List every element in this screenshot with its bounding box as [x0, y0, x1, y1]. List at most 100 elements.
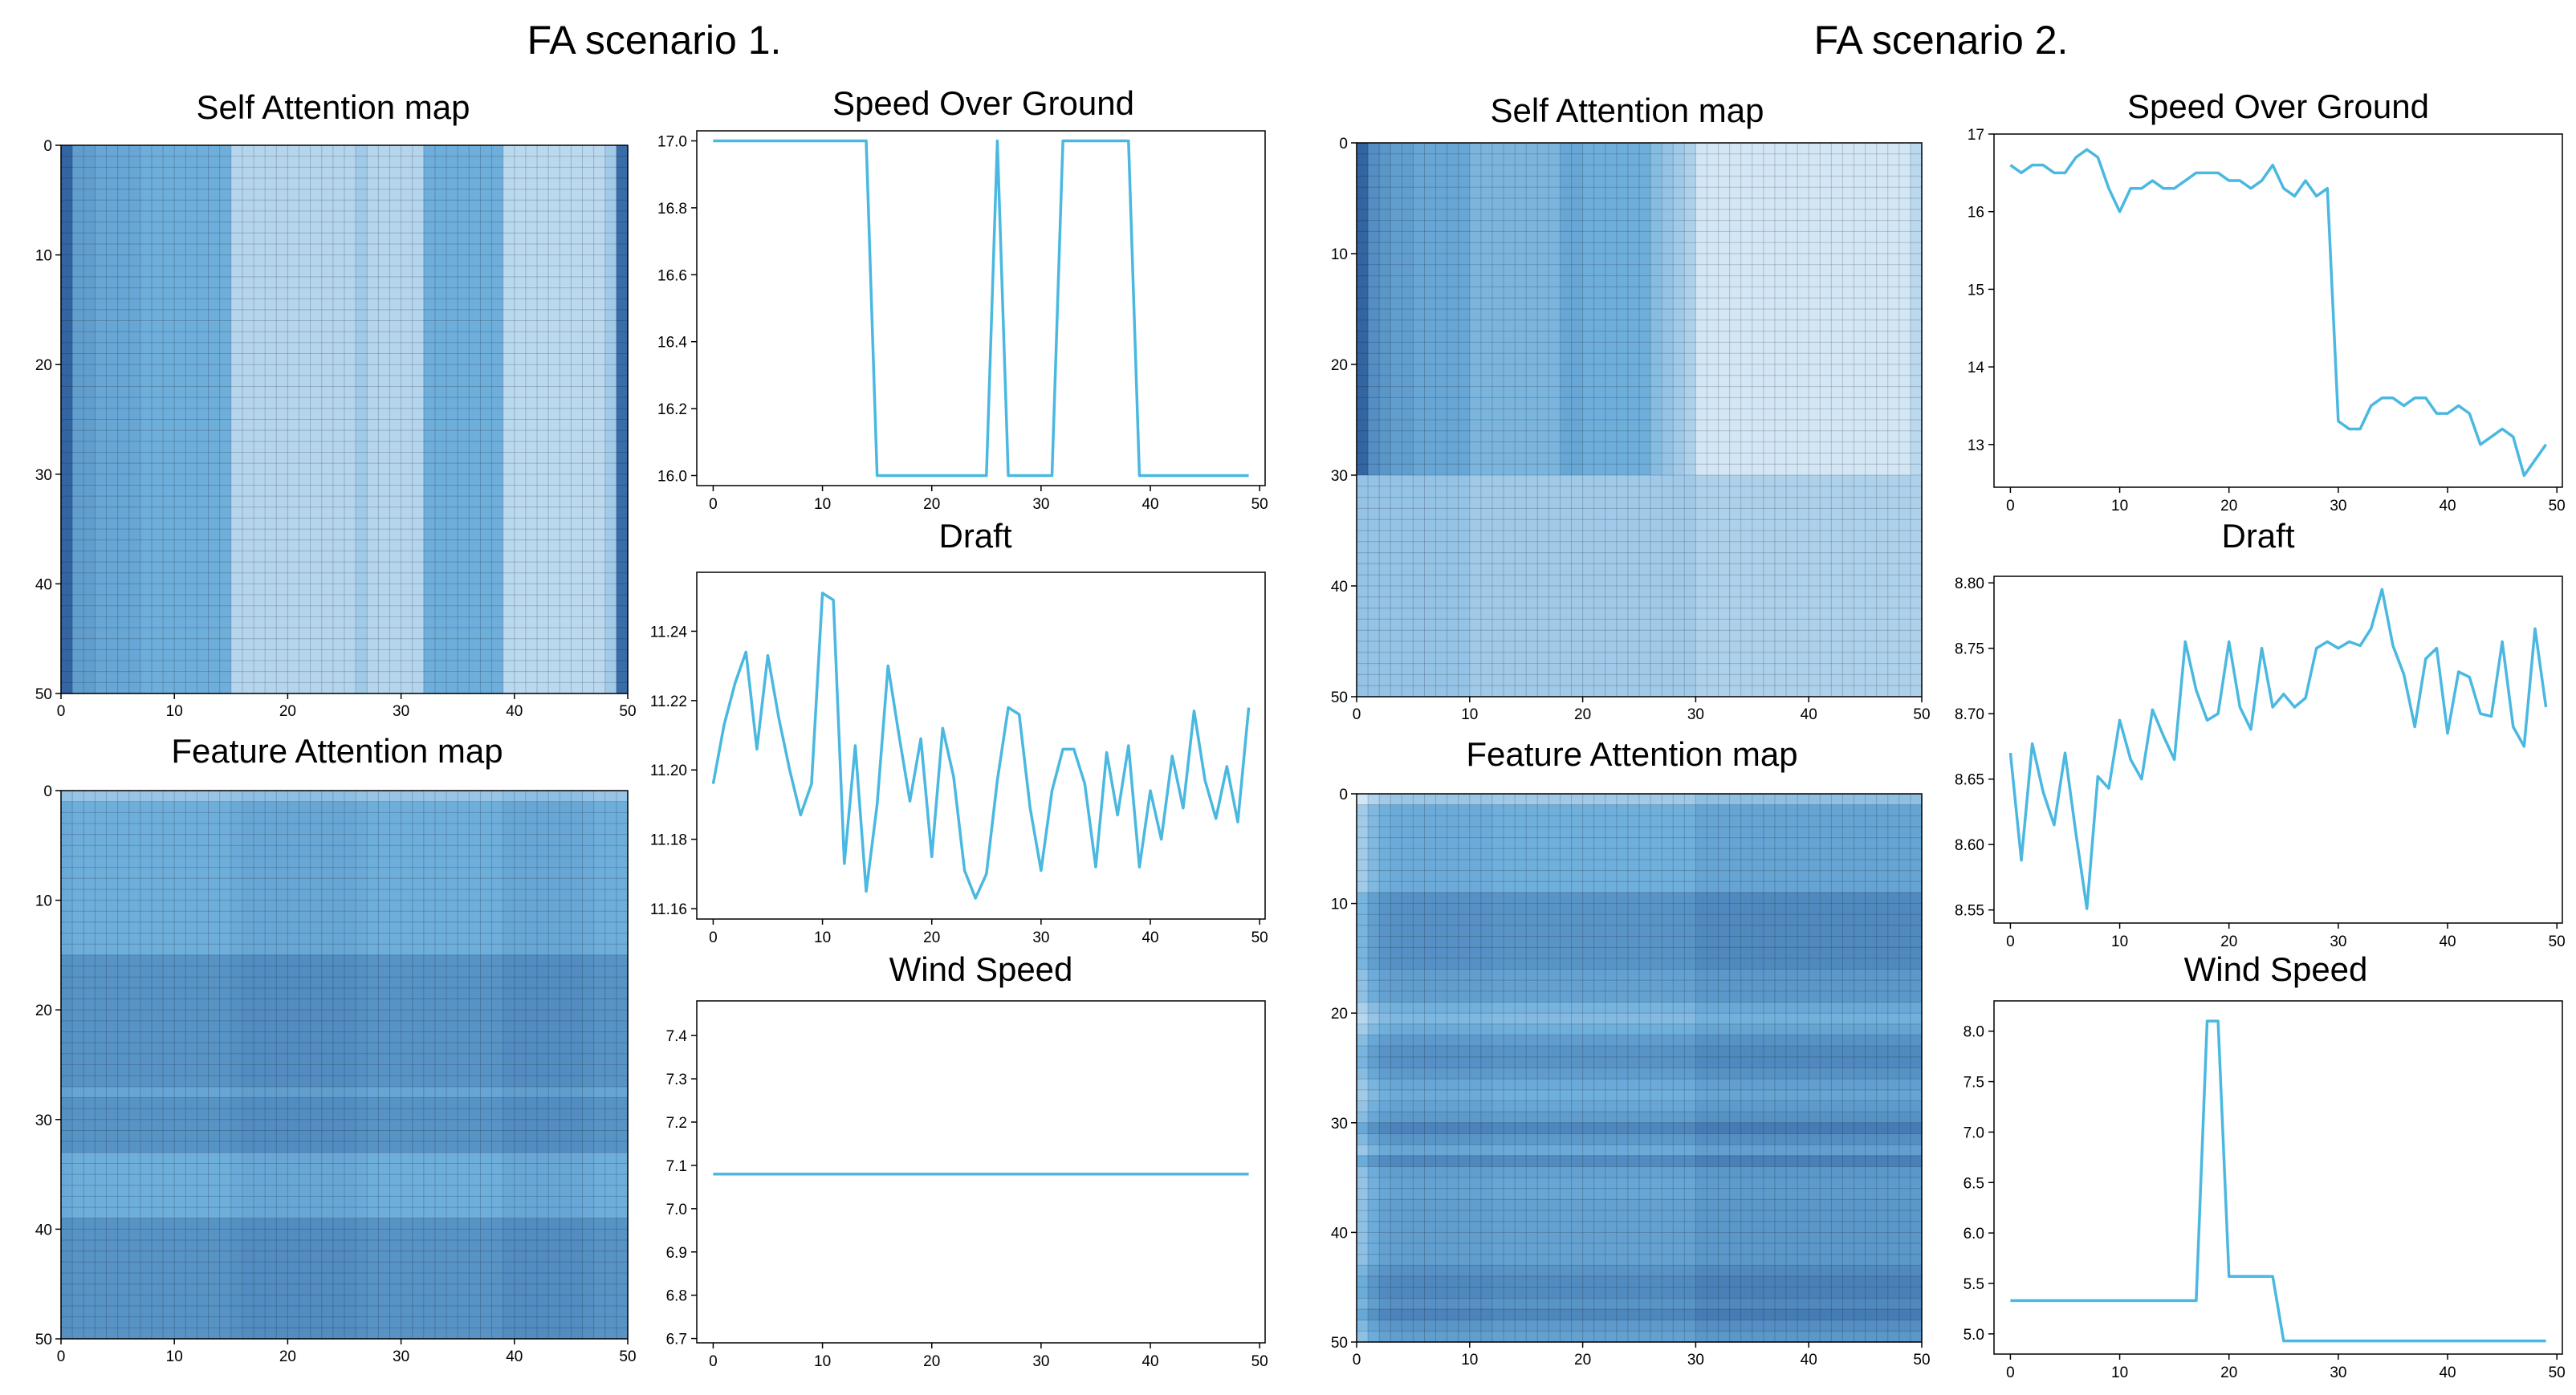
heatmap-cell [593, 539, 606, 552]
heatmap-cell [83, 823, 96, 836]
heatmap-cell [106, 856, 119, 868]
heatmap-cell [95, 987, 108, 1000]
heatmap-cell [356, 911, 368, 923]
heatmap-cell [332, 222, 345, 234]
heatmap-cell [344, 977, 356, 989]
heatmap-cell [344, 572, 356, 584]
heatmap-cell [378, 1295, 391, 1307]
heatmap-cell [604, 801, 617, 813]
heatmap-cell [117, 375, 130, 388]
heatmap-cell [254, 210, 266, 223]
heatmap-cell [254, 1229, 266, 1241]
heatmap-cell [560, 1295, 572, 1307]
heatmap-cell [593, 506, 606, 519]
heatmap-cell [287, 889, 300, 901]
heatmap-cell [446, 1031, 458, 1043]
heatmap-cell [276, 834, 288, 846]
heatmap-cell [242, 408, 254, 421]
heatmap-cell [117, 254, 130, 266]
heatmap-cell [276, 671, 288, 683]
heatmap-cell [401, 309, 413, 322]
heatmap-cell [265, 353, 277, 365]
scenario-1-title: FA scenario 1. [527, 18, 782, 63]
heatmap-cell [265, 572, 277, 584]
heatmap-cell [480, 145, 493, 157]
heatmap-cell [593, 595, 606, 607]
heatmap-cell [412, 167, 425, 179]
heatmap-cell [242, 638, 254, 650]
heatmap-cell [265, 1108, 277, 1120]
heatmap-cell [604, 210, 617, 223]
heatmap-cell [525, 254, 538, 266]
heatmap-cell [299, 966, 311, 978]
heatmap-cell [401, 375, 413, 388]
heatmap-cell [423, 911, 436, 923]
heatmap-cell [548, 463, 560, 475]
heatmap-cell [446, 1053, 458, 1066]
heatmap-cell [230, 210, 243, 223]
heatmap-cell [378, 977, 391, 989]
heatmap-cell [197, 845, 210, 857]
heatmap-cell [389, 1207, 402, 1219]
heatmap-cell [616, 1119, 629, 1132]
heatmap-cell [163, 921, 175, 934]
heatmap-cell [219, 408, 232, 421]
heatmap-cell [197, 1020, 210, 1033]
heatmap-cell [469, 572, 482, 584]
heatmap-cell [197, 900, 210, 912]
heatmap-cell [571, 539, 584, 552]
heatmap-cell [117, 551, 130, 563]
heatmap-cell [254, 463, 266, 475]
heatmap-cell [571, 671, 584, 683]
heatmap-cell [254, 397, 266, 409]
heatmap-cell [140, 320, 153, 332]
heatmap-cell [276, 342, 288, 355]
heatmap-cell [401, 562, 413, 574]
heatmap-cell [128, 551, 141, 563]
heatmap-cell [128, 791, 141, 803]
heatmap-cell [185, 966, 198, 978]
heatmap-cell [389, 933, 402, 945]
heatmap-cell [163, 167, 175, 179]
heatmap-cell [582, 791, 595, 803]
heatmap-cell [571, 1152, 584, 1165]
heatmap-cell [197, 649, 210, 661]
heatmap-cell [458, 1163, 470, 1175]
heatmap-cell [140, 1262, 153, 1274]
heatmap-cell [95, 1119, 108, 1132]
heatmap-cell [423, 386, 436, 398]
heatmap-cell [616, 954, 629, 967]
heatmap-cell [310, 562, 323, 574]
heatmap-cell [514, 496, 527, 508]
heatmap-cell [582, 954, 595, 967]
heatmap-cell [128, 1273, 141, 1285]
heatmap-cell [423, 364, 436, 376]
heatmap-cell [287, 1273, 300, 1285]
heatmap-cell [254, 1086, 266, 1099]
heatmap-cell [332, 1174, 345, 1186]
heatmap-cell [174, 485, 186, 497]
heatmap-cell [367, 353, 379, 365]
heatmap-cell [242, 1283, 254, 1295]
heatmap-cell [83, 210, 96, 223]
heatmap-cell [401, 430, 413, 442]
heatmap-cell [356, 1086, 368, 1099]
heatmap-cell [378, 921, 391, 934]
heatmap-cell [480, 386, 493, 398]
heatmap-cell [548, 1010, 560, 1022]
heatmap-cell [310, 1064, 323, 1076]
heatmap-cell [548, 616, 560, 628]
heatmap-cell [537, 529, 549, 541]
heatmap-cell [117, 584, 130, 596]
heatmap-cell [537, 397, 549, 409]
heatmap-cell [128, 1076, 141, 1088]
heatmap-cell [117, 1076, 130, 1088]
heatmap-cell [434, 1064, 447, 1076]
heatmap-cell [423, 572, 436, 584]
heatmap-cell [423, 1020, 436, 1033]
heatmap-cell [401, 408, 413, 421]
heatmap-cell [61, 1273, 73, 1285]
heatmap-cell [174, 1119, 186, 1132]
heatmap-cell [117, 222, 130, 234]
heatmap-cell [61, 254, 73, 266]
